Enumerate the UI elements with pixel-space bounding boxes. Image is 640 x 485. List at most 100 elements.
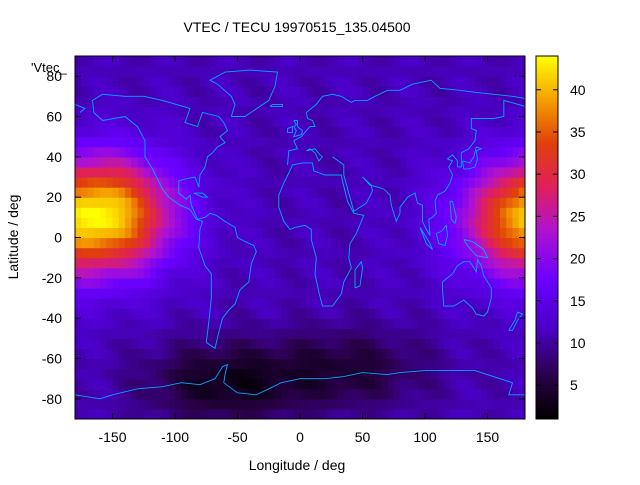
heatmap-cell bbox=[493, 106, 501, 118]
heatmap-cell bbox=[212, 257, 220, 269]
heatmap-cell bbox=[256, 237, 264, 249]
heatmap-cell bbox=[293, 187, 301, 198]
heatmap-cell bbox=[518, 267, 525, 279]
heatmap-cell bbox=[456, 166, 464, 178]
heatmap-cell bbox=[431, 408, 439, 419]
heatmap-cell bbox=[418, 66, 426, 77]
heatmap-cell bbox=[262, 116, 270, 128]
heatmap-cell bbox=[518, 408, 525, 419]
heatmap-cell bbox=[425, 378, 432, 390]
heatmap-cell bbox=[168, 368, 176, 380]
heatmap-cell bbox=[493, 227, 501, 239]
heatmap-cell bbox=[262, 328, 270, 339]
heatmap-cell bbox=[356, 308, 364, 319]
heatmap-cell bbox=[268, 136, 276, 148]
heatmap-cell bbox=[156, 277, 164, 289]
heatmap-cell bbox=[443, 257, 451, 269]
heatmap-cell bbox=[393, 298, 401, 309]
heatmap-cell bbox=[137, 237, 145, 249]
heatmap-cell bbox=[500, 76, 507, 87]
heatmap-cell bbox=[162, 166, 170, 178]
heatmap-cell bbox=[431, 227, 439, 239]
heatmap-cell bbox=[300, 106, 307, 118]
heatmap-cell bbox=[131, 76, 139, 87]
heatmap-cell bbox=[443, 408, 451, 419]
heatmap-cell bbox=[268, 96, 276, 108]
heatmap-cell bbox=[206, 408, 214, 419]
heatmap-cell bbox=[181, 267, 189, 279]
heatmap-cell bbox=[306, 318, 314, 329]
heatmap-cell bbox=[156, 146, 164, 158]
heatmap-cell bbox=[481, 328, 489, 339]
heatmap-cell bbox=[318, 237, 326, 249]
heatmap-cell bbox=[293, 308, 301, 319]
heatmap-cell bbox=[418, 237, 426, 249]
heatmap-cell bbox=[287, 86, 295, 97]
heatmap-cell bbox=[237, 106, 245, 118]
heatmap-cell bbox=[218, 207, 226, 218]
heatmap-cell bbox=[81, 76, 89, 87]
heatmap-cell bbox=[362, 378, 370, 390]
heatmap-cell bbox=[431, 66, 439, 77]
heatmap-cell bbox=[381, 348, 389, 360]
heatmap-cell bbox=[87, 136, 95, 148]
heatmap-cell bbox=[87, 368, 95, 380]
heatmap-cell bbox=[437, 388, 445, 400]
heatmap-cell bbox=[143, 96, 151, 108]
heatmap-cell bbox=[312, 368, 320, 380]
heatmap-cell bbox=[250, 156, 257, 168]
heatmap-cell bbox=[443, 398, 451, 410]
heatmap-cell bbox=[387, 348, 395, 360]
heatmap-cell bbox=[131, 257, 139, 269]
heatmap-cell bbox=[331, 398, 339, 410]
heatmap-cell bbox=[518, 187, 525, 198]
heatmap-cell bbox=[187, 116, 195, 128]
heatmap-cell bbox=[450, 378, 457, 390]
heatmap-cell bbox=[481, 106, 489, 118]
heatmap-cell bbox=[100, 388, 107, 400]
heatmap-cell bbox=[300, 257, 307, 269]
heatmap-cell bbox=[206, 217, 214, 229]
heatmap-cell bbox=[262, 96, 270, 108]
heatmap-cell bbox=[350, 86, 357, 97]
heatmap-cell bbox=[418, 267, 426, 279]
heatmap-cell bbox=[268, 247, 276, 259]
heatmap-cell bbox=[418, 166, 426, 178]
heatmap-cell bbox=[225, 116, 232, 128]
heatmap-cell bbox=[337, 247, 345, 259]
heatmap-cell bbox=[362, 197, 370, 208]
heatmap-cell bbox=[81, 388, 89, 400]
heatmap-cell bbox=[443, 86, 451, 97]
heatmap-cell bbox=[487, 237, 495, 249]
heatmap-cell bbox=[293, 257, 301, 269]
heatmap-cell bbox=[487, 207, 495, 218]
heatmap-cell bbox=[218, 177, 226, 188]
heatmap-cell bbox=[181, 76, 189, 87]
heatmap-cell bbox=[393, 388, 401, 400]
heatmap-cell bbox=[243, 166, 251, 178]
heatmap-cell bbox=[431, 86, 439, 97]
heatmap-cell bbox=[462, 227, 470, 239]
heatmap-cell bbox=[231, 348, 239, 360]
x-axis-label: Longitude / deg bbox=[249, 457, 346, 473]
heatmap-cell bbox=[431, 207, 439, 218]
heatmap-cell bbox=[175, 368, 182, 380]
heatmap-cell bbox=[487, 368, 495, 380]
heatmap-cell bbox=[187, 187, 195, 198]
heatmap-cell bbox=[81, 116, 89, 128]
heatmap-cell bbox=[81, 166, 89, 178]
heatmap-cell bbox=[87, 358, 95, 370]
heatmap-cell bbox=[487, 227, 495, 239]
heatmap-cell bbox=[481, 398, 489, 410]
heatmap-cell bbox=[518, 368, 525, 380]
colorbar-tick-label: 10 bbox=[570, 335, 586, 351]
heatmap-cell bbox=[318, 207, 326, 218]
heatmap-cell bbox=[375, 388, 382, 400]
heatmap-cell bbox=[493, 207, 501, 218]
heatmap-cell bbox=[412, 86, 420, 97]
heatmap-cell bbox=[431, 237, 439, 249]
heatmap-cell bbox=[93, 166, 101, 178]
heatmap-cell bbox=[425, 267, 432, 279]
heatmap-cell bbox=[381, 146, 389, 158]
heatmap-cell bbox=[487, 267, 495, 279]
